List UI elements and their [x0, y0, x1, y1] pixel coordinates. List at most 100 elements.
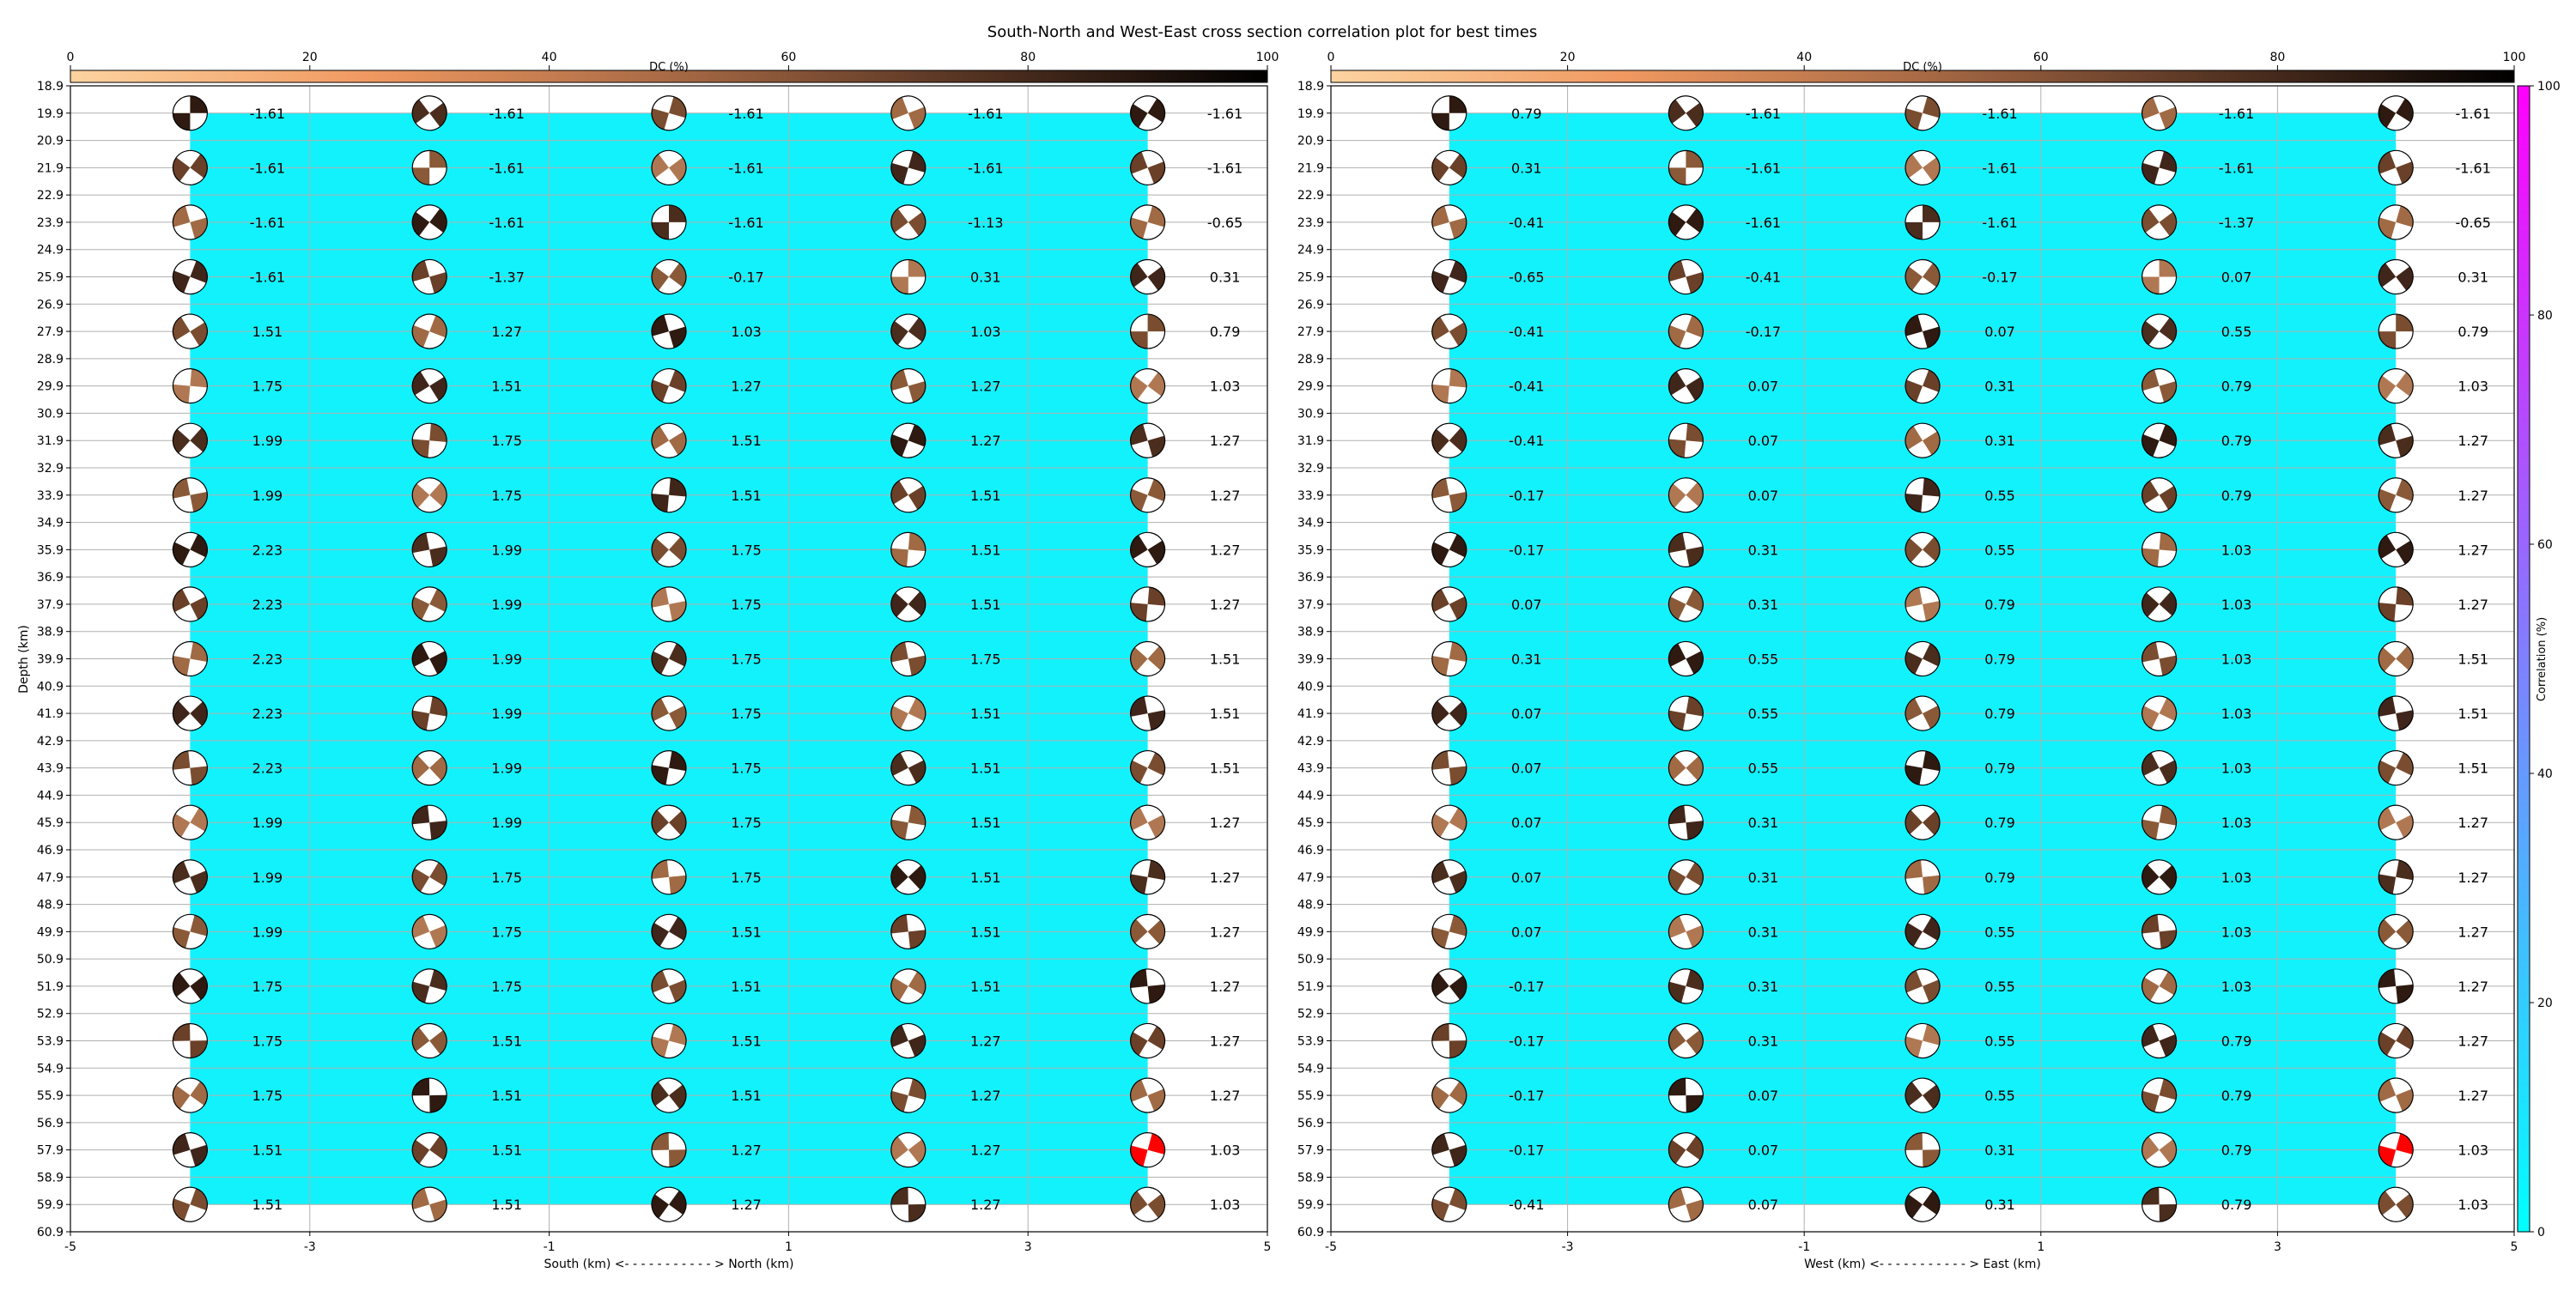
west-east-beachball-quadrant-b-12-4 — [2379, 760, 2397, 784]
south-north-value-label-6-3: 1.27 — [970, 433, 1001, 449]
west-east-beachball-12-0 — [1431, 750, 1467, 786]
south-north-beachball-quadrant-b-6-1 — [412, 439, 430, 458]
south-north-xlabel: South (km) <- - - - - - - - - - - > Nort… — [544, 1258, 794, 1271]
dc-colorbar-left-bar — [70, 70, 1268, 83]
south-north-value-label-6-1: 1.75 — [491, 433, 522, 449]
south-north-value-label-15-2: 1.51 — [731, 924, 762, 940]
west-east-beachball-quadrant-a-18-0 — [1449, 1081, 1467, 1106]
west-east-value-label-20-4: 1.03 — [2458, 1197, 2488, 1213]
south-north-beachball-20-2 — [651, 1186, 687, 1222]
west-east-beachball-quadrant-b-6-1 — [1668, 439, 1686, 458]
south-north-beachball-outline-12-4 — [1129, 750, 1166, 786]
west-east-beachball-0-1 — [1668, 95, 1704, 131]
south-north-beachball-7-0 — [172, 477, 208, 513]
south-north-ytick-label-3: 21.9 — [37, 161, 64, 175]
west-east-beachball-outline-8-1 — [1668, 531, 1704, 567]
west-east-beachball-outline-2-1 — [1668, 204, 1704, 240]
west-east-beachball-10-2 — [1905, 640, 1941, 677]
south-north-beachball-quadrant-a-13-2 — [669, 810, 686, 835]
west-east-beachball-19-1 — [1668, 1132, 1704, 1168]
south-north-beachball-quadrant-b-4-3 — [890, 321, 908, 346]
south-north-beachball-2-4 — [1129, 204, 1166, 240]
panel-south-north: 18.9 19.9 20.9 21.9 22.9 23.9 24.9 25.9 26.9 27.9… — [17, 80, 1271, 1271]
west-east-value-label-20-2: 0.31 — [1984, 1197, 2015, 1213]
south-north-beachball-0-3 — [890, 95, 927, 131]
west-east-beachball-quadrant-b-16-4 — [2379, 969, 2397, 989]
west-east-beachball-18-2 — [1905, 1077, 1941, 1113]
west-east-beachball-quadrant-b-14-2 — [1905, 859, 1923, 879]
west-east-beachball-outline-2-2 — [1905, 204, 1941, 240]
west-east-beachball-quadrant-a-6-1 — [1686, 423, 1704, 442]
west-east-beachball-3-1 — [1668, 258, 1704, 295]
west-east-beachball-quadrant-a-10-1 — [1686, 651, 1704, 675]
west-east-beachball-quadrant-a-13-4 — [2396, 815, 2414, 839]
south-north-beachball-quadrant-b-17-3 — [890, 1024, 908, 1047]
south-north-beachball-outline-18-1 — [411, 1077, 447, 1113]
west-east-ytick-label-33: 51.9 — [1297, 980, 1324, 994]
west-east-beachball-8-0 — [1431, 531, 1467, 567]
west-east-value-label-6-1: 0.07 — [1748, 433, 1779, 449]
west-east-ytick-label-25: 43.9 — [1297, 762, 1324, 776]
south-north-beachball-2-1 — [411, 204, 447, 240]
south-north-beachball-outline-11-1 — [411, 695, 447, 731]
south-north-beachball-quadrant-b-11-2 — [652, 698, 669, 722]
south-north-beachball-outline-18-4 — [1129, 1077, 1166, 1113]
south-north-beachball-outline-15-2 — [651, 913, 687, 949]
south-north-beachball-outline-9-1 — [411, 586, 447, 622]
west-east-value-label-13-0: 0.07 — [1511, 815, 1542, 831]
south-north-beachball-outline-0-3 — [890, 95, 927, 131]
west-east-ytick-label-9: 27.9 — [1297, 325, 1324, 339]
west-east-beachball-4-2 — [1905, 313, 1941, 349]
west-east-beachball-quadrant-a-14-3 — [2159, 865, 2177, 890]
south-north-value-label-19-3: 1.27 — [970, 1143, 1001, 1159]
south-north-value-label-5-3: 1.27 — [970, 379, 1001, 395]
south-north-beachball-9-1 — [411, 586, 447, 622]
south-north-beachball-6-4 — [1129, 422, 1166, 458]
west-east-beachball-quadrant-b-17-1 — [1668, 1027, 1686, 1052]
west-east-ytick-label-16: 34.9 — [1297, 517, 1324, 530]
west-east-beachball-quadrant-b-10-2 — [1905, 651, 1923, 675]
south-north-beachball-quadrant-a-7-4 — [1147, 479, 1165, 501]
south-north-beachball-18-4 — [1129, 1077, 1166, 1113]
south-north-beachball-16-3 — [890, 968, 927, 1004]
west-east-beachball-20-2 — [1905, 1186, 1941, 1222]
south-north-beachball-0-2 — [651, 95, 687, 131]
west-east-beachball-quadrant-b-14-4 — [2379, 874, 2397, 894]
south-north-beachball-quadrant-b-12-0 — [173, 750, 191, 770]
west-east-value-label-0-2: -1.61 — [1982, 106, 2017, 122]
west-east-beachball-14-4 — [2378, 859, 2414, 895]
west-east-beachball-17-4 — [2378, 1022, 2414, 1059]
south-north-beachball-7-1 — [411, 477, 447, 513]
south-north-beachball-quadrant-a-12-2 — [669, 750, 686, 772]
west-east-ytick-label-17: 35.9 — [1297, 543, 1324, 557]
west-east-beachball-13-1 — [1668, 804, 1704, 840]
west-east-ytick-label-24: 42.9 — [1297, 735, 1324, 749]
south-north-value-label-14-2: 1.75 — [731, 870, 762, 886]
dc-colorbar-right-bar — [1330, 70, 2515, 83]
west-east-beachball-quadrant-a-1-1 — [1686, 150, 1704, 168]
west-east-ytick-label-38: 56.9 — [1297, 1117, 1324, 1130]
south-north-beachball-outline-2-4 — [1129, 204, 1166, 240]
south-north-ytick-label-31: 49.9 — [37, 925, 64, 939]
dc-colorbar-right-tick-label-2: 40 — [1796, 51, 1812, 64]
south-north-value-label-0-3: -1.61 — [968, 106, 1003, 122]
west-east-beachball-quadrant-b-0-3 — [2142, 97, 2160, 119]
south-north-beachball-17-2 — [651, 1022, 687, 1059]
west-east-beachball-quadrant-b-2-1 — [1668, 211, 1686, 236]
west-east-value-label-3-3: 0.07 — [2221, 270, 2252, 286]
south-north-beachball-1-0 — [172, 149, 208, 185]
south-north-beachball-outline-12-0 — [172, 750, 208, 786]
south-north-value-label-20-1: 1.51 — [491, 1197, 522, 1213]
west-east-beachball-quadrant-a-1-4 — [2396, 161, 2414, 185]
west-east-ytick-label-21: 39.9 — [1297, 653, 1324, 667]
south-north-beachball-quadrant-a-6-2 — [669, 431, 686, 456]
west-east-value-label-16-3: 1.03 — [2221, 979, 2252, 995]
south-north-beachball-quadrant-b-16-3 — [890, 977, 908, 1002]
west-east-value-label-2-0: -0.41 — [1509, 215, 1544, 231]
south-north-beachball-quadrant-a-6-1 — [429, 423, 447, 442]
south-north-beachball-quadrant-a-16-3 — [908, 971, 926, 996]
west-east-beachball-7-1 — [1668, 477, 1704, 513]
west-east-ytick-label-10: 28.9 — [1297, 353, 1324, 367]
west-east-beachball-quadrant-b-6-0 — [1431, 428, 1449, 454]
south-north-beachball-quadrant-a-17-1 — [429, 1030, 447, 1055]
